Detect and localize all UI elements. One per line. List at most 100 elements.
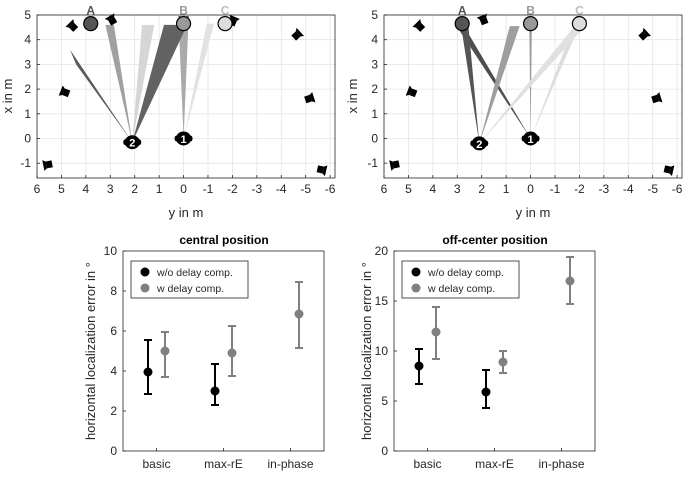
legend-label: w delay comp. bbox=[156, 283, 224, 295]
x-tick-label: 2 bbox=[131, 182, 138, 196]
listener-label: 2 bbox=[129, 138, 135, 150]
listener-head bbox=[523, 131, 539, 146]
y-tick-label: 0 bbox=[371, 131, 378, 145]
source-label: B bbox=[526, 4, 535, 18]
x-tick-label: 0 bbox=[180, 182, 187, 196]
y-tick-label: 15 bbox=[375, 294, 389, 308]
localization-wedge bbox=[105, 24, 133, 143]
localization-wedge bbox=[479, 26, 520, 144]
legend-label: w delay comp. bbox=[427, 283, 495, 295]
y-tick-label: 10 bbox=[104, 244, 118, 258]
x-tick-label: -5 bbox=[300, 182, 311, 196]
x-tick-label: max-rE bbox=[204, 457, 243, 471]
x-tick-label: 3 bbox=[107, 182, 114, 196]
x-tick-label: 1 bbox=[156, 182, 163, 196]
x-tick-label: 6 bbox=[381, 182, 388, 196]
y-tick-label: 3 bbox=[371, 57, 378, 71]
panel-bottom-right: off-center position 0 5 10 15 20 basic max-rE i… bbox=[359, 233, 596, 471]
source-marker bbox=[83, 16, 99, 32]
localization-wedge bbox=[460, 24, 480, 144]
x-tick-label: 1 bbox=[503, 182, 510, 196]
legend-label: w/o delay comp. bbox=[156, 267, 233, 279]
source-label: A bbox=[458, 4, 467, 18]
y-tick-label: 6 bbox=[110, 324, 117, 338]
x-tick-label: -3 bbox=[252, 182, 263, 196]
listener-head bbox=[124, 135, 140, 150]
x-tick-label: 4 bbox=[430, 182, 437, 196]
x-tick-label: 2 bbox=[478, 182, 485, 196]
listener-ear bbox=[535, 135, 540, 142]
source-marker bbox=[454, 16, 470, 32]
listener-ear bbox=[521, 135, 526, 142]
panel-top-right: 1 2 A B C 6 5 4 3 2 1 0 -1 -2 -3 -4 -5 -6 -1 0 1 2 3 4 5 y in … bbox=[345, 4, 683, 220]
x-tick-label: 0 bbox=[527, 182, 534, 196]
y-tick-label: 2 bbox=[110, 404, 117, 418]
data-point bbox=[481, 387, 491, 397]
listener-head bbox=[176, 131, 192, 146]
localization-wedge bbox=[457, 27, 531, 139]
legend-marker bbox=[140, 267, 150, 277]
x-axis-label: y in m bbox=[516, 205, 551, 220]
x-tick-label: -1 bbox=[550, 182, 561, 196]
axes-box bbox=[36, 14, 336, 179]
x-tick-label: basic bbox=[142, 457, 170, 471]
x-tick-label: 5 bbox=[405, 182, 412, 196]
y-tick-label: 1 bbox=[24, 107, 31, 121]
source-label: A bbox=[86, 4, 95, 18]
listener-ear bbox=[123, 139, 128, 146]
listener-ear bbox=[470, 140, 475, 147]
source-marker bbox=[571, 16, 588, 32]
x-tick-label: -5 bbox=[647, 182, 658, 196]
x-tick-label: basic bbox=[413, 457, 441, 471]
x-tick-label: -2 bbox=[574, 182, 585, 196]
localization-wedge bbox=[479, 26, 582, 144]
x-tick-label: in-phase bbox=[267, 457, 313, 471]
listener-label: 1 bbox=[527, 134, 533, 146]
data-point bbox=[565, 276, 575, 286]
localization-wedge bbox=[132, 24, 155, 143]
y-tick-label: 0 bbox=[381, 444, 388, 458]
data-point bbox=[210, 386, 220, 396]
x-tick-label: max-rE bbox=[475, 457, 514, 471]
data-point bbox=[227, 348, 237, 358]
listener-ear bbox=[174, 135, 179, 142]
y-tick-label: 4 bbox=[24, 33, 31, 47]
plot-area bbox=[384, 15, 682, 178]
source-marker bbox=[217, 16, 233, 32]
listener-head bbox=[471, 136, 487, 151]
y-axis-label: horizontal localization error in ° bbox=[359, 262, 374, 440]
legend-marker bbox=[411, 267, 421, 277]
x-axis-label: y in m bbox=[169, 205, 204, 220]
legend-box bbox=[130, 260, 249, 299]
y-tick-label: 5 bbox=[381, 394, 388, 408]
localization-wedge bbox=[70, 49, 133, 143]
localization-wedge bbox=[183, 23, 215, 139]
y-tick-label: 20 bbox=[375, 244, 389, 258]
axes-box bbox=[383, 14, 683, 179]
x-tick-label: 5 bbox=[58, 182, 65, 196]
y-tick-label: 10 bbox=[375, 344, 389, 358]
localization-wedge bbox=[178, 23, 189, 139]
data-point bbox=[294, 309, 304, 319]
data-point bbox=[160, 346, 170, 356]
legend-marker bbox=[411, 283, 421, 293]
x-tick-label: -4 bbox=[276, 182, 287, 196]
listener-label: 1 bbox=[180, 134, 186, 146]
chart-title: off-center position bbox=[442, 233, 547, 247]
listener-ear bbox=[188, 135, 193, 142]
x-tick-label: -1 bbox=[203, 182, 214, 196]
y-tick-label: 2 bbox=[24, 82, 31, 96]
y-tick-label: 8 bbox=[110, 284, 117, 298]
y-tick-label: 5 bbox=[24, 8, 31, 22]
legend-label: w/o delay comp. bbox=[427, 267, 504, 279]
data-point bbox=[143, 367, 153, 377]
y-tick-label: 5 bbox=[371, 8, 378, 22]
data-point bbox=[431, 327, 441, 337]
listener-ear bbox=[484, 140, 489, 147]
y-tick-label: 2 bbox=[371, 82, 378, 96]
y-tick-label: 4 bbox=[110, 364, 117, 378]
source-label: C bbox=[221, 4, 230, 18]
x-tick-label: 3 bbox=[454, 182, 461, 196]
y-tick-label: -1 bbox=[367, 156, 378, 170]
